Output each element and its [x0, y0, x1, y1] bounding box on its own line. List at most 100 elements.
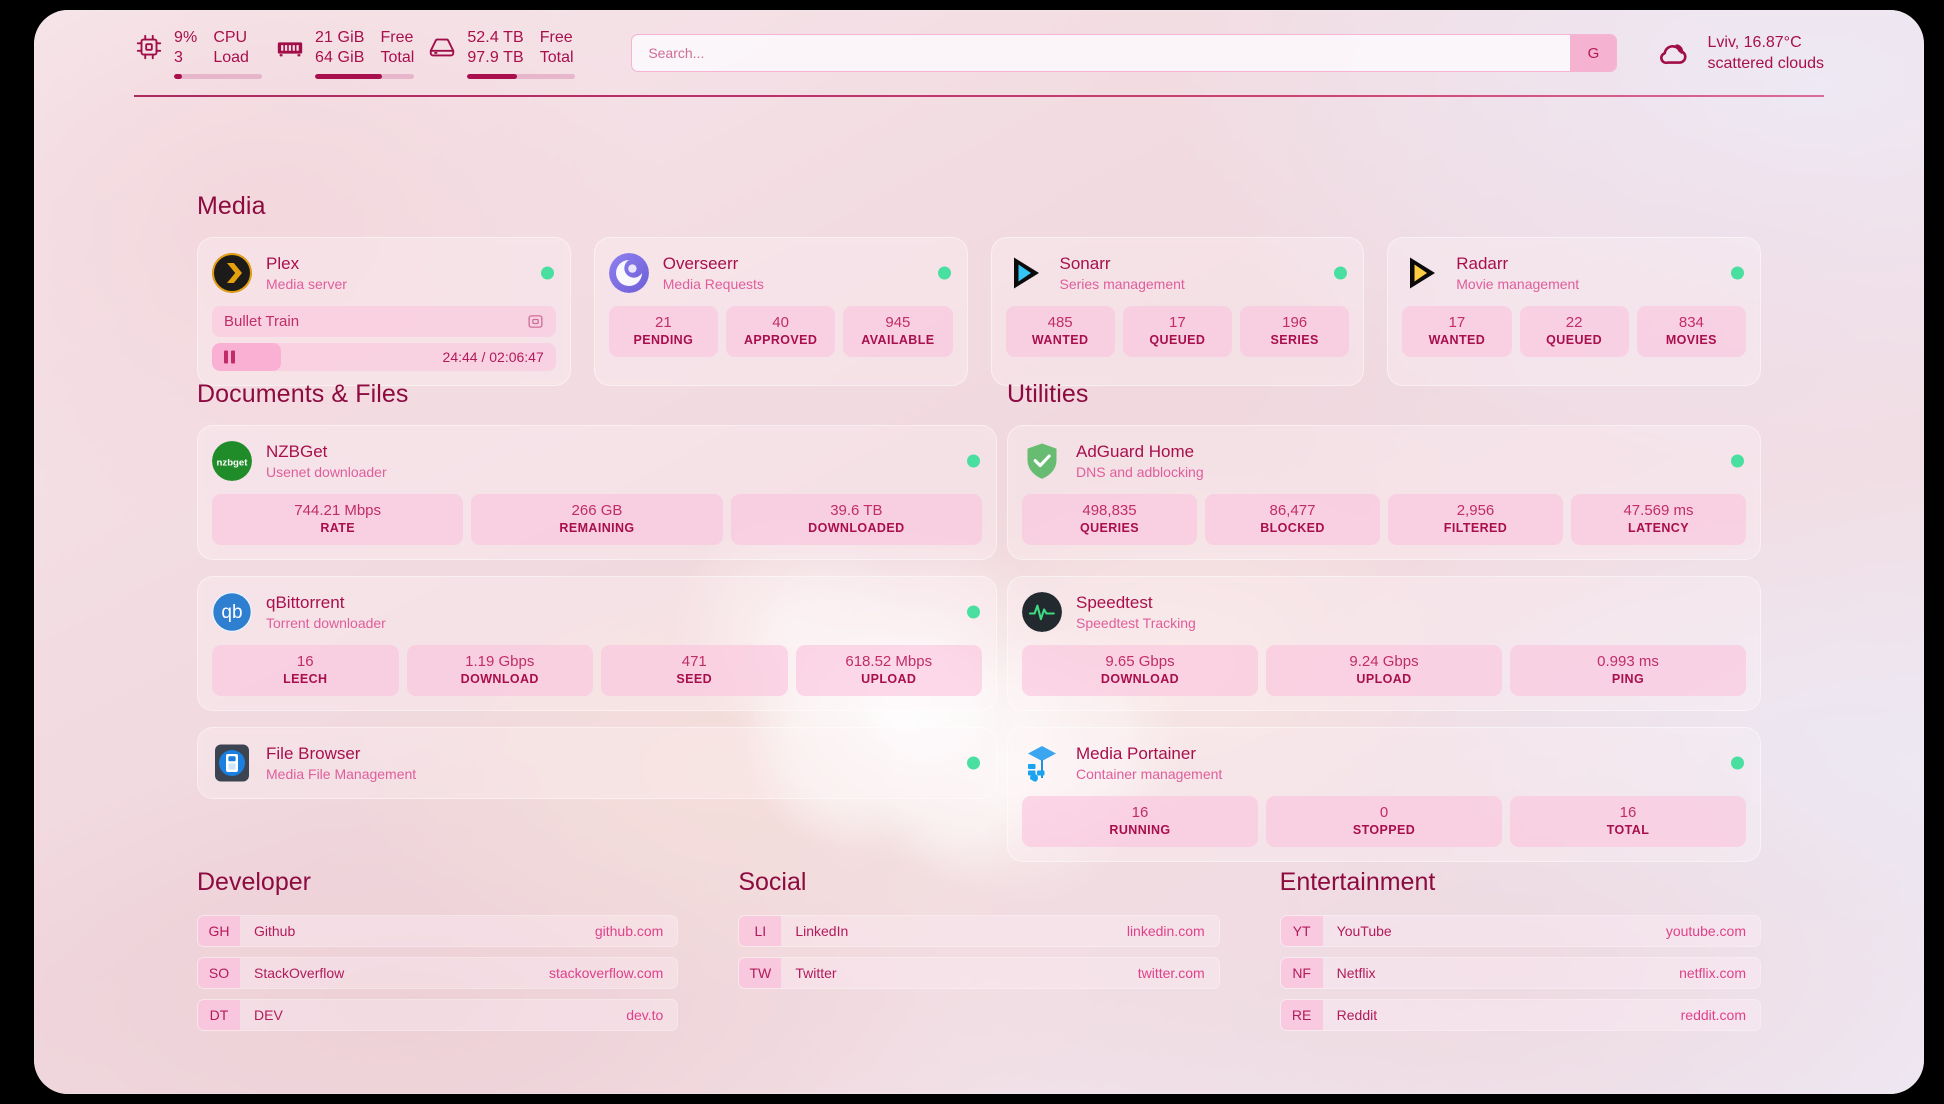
bookmark-name: DEV	[254, 1007, 283, 1023]
stat-label: WANTED	[1031, 333, 1089, 347]
service-card-speedtest[interactable]: Speedtest Speedtest Tracking 9.65 Gbps DOWN…	[1007, 576, 1761, 711]
portainer-icon	[1022, 743, 1062, 783]
qbittorrent-icon: qb	[212, 592, 252, 632]
bookmark-link-github[interactable]: GH Github github.com	[197, 915, 679, 947]
bookmark-name: Netflix	[1336, 965, 1376, 981]
stat-running: 16 RUNNING	[1022, 796, 1258, 847]
service-name: Speedtest	[1076, 592, 1153, 612]
stat-leech: 16 LEECH	[212, 645, 399, 696]
weather-location-temp: Lviv, 16.87°C	[1707, 34, 1802, 51]
service-name: Radarr	[1456, 253, 1509, 273]
bookmark-link-reddit[interactable]: RE Reddit reddit.com	[1279, 999, 1761, 1031]
service-name: Media Portainer	[1076, 743, 1197, 763]
stat-value: 485	[1047, 314, 1073, 331]
bookmark-name: LinkedIn	[795, 923, 849, 939]
bookmark-group-title: Entertainment	[1279, 868, 1436, 896]
stat-value: 21	[655, 314, 672, 331]
utilities-section: Utilities AdGuard Home DNS and adblocking…	[1007, 380, 1761, 862]
utilities-section-title: Utilities	[1007, 380, 1089, 408]
search-submit-button[interactable]: G	[1570, 35, 1617, 71]
resource-cpu-usage-bar	[174, 73, 262, 79]
stat-label: AVAILABLE	[861, 333, 935, 347]
status-indicator-online	[1334, 266, 1348, 280]
stat-ping: 0.993 ms PING	[1510, 645, 1746, 696]
stat-label: UPLOAD	[861, 672, 917, 686]
bookmark-group-social: Social LI LinkedIn linkedin.com TW Twitter twi…	[738, 868, 1220, 1031]
stat-value: 0	[1379, 804, 1389, 821]
stat-remaining: 266 GB REMAINING	[471, 494, 723, 545]
stat-approved: 40 APPROVED	[726, 306, 836, 357]
bookmark-name: YouTube	[1336, 923, 1392, 939]
service-card-header: Radarr Movie management	[1402, 252, 1746, 294]
resource-disk-label-bottom: Total	[539, 48, 574, 66]
resource-cpu-label-top: CPU	[213, 28, 248, 46]
service-card-header: Media Portainer Container management	[1022, 742, 1746, 784]
service-subtitle: Speedtest Tracking	[1076, 614, 1196, 631]
stat-value: 86,477	[1269, 502, 1316, 519]
service-name: NZBGet	[266, 441, 328, 461]
service-stats: 16 LEECH 1.19 Gbps DOWNLOAD 471 SEED 618.52 Mb…	[212, 645, 982, 696]
service-stats: 17 WANTED 22 QUEUED 834 MOVIES	[1402, 306, 1746, 357]
weather-widget[interactable]: Lviv, 16.87°C scattered clouds	[1657, 32, 1824, 74]
resource-cpu-value-top: 9%	[174, 28, 198, 46]
pause-icon[interactable]	[224, 350, 235, 364]
stat-value: 196	[1282, 314, 1308, 331]
service-subtitle: DNS and adblocking	[1076, 463, 1204, 480]
stat-label: QUEUED	[1546, 333, 1603, 347]
status-indicator-online	[1731, 454, 1744, 468]
service-card-header: nzbget NZBGet Usenet downloader	[212, 440, 982, 482]
service-card-sonarr[interactable]: Sonarr Series management 485 WANTED 17 QUEUED…	[990, 237, 1365, 386]
bookmark-link-dev[interactable]: DT DEV dev.to	[197, 999, 679, 1031]
service-card-radarr[interactable]: Radarr Movie management 17 WANTED 22 QUEUED 83…	[1387, 237, 1761, 386]
stat-value: 16	[1131, 804, 1149, 821]
service-card-header: qb qBittorrent Torrent downloader	[212, 591, 982, 633]
bookmark-link-stackoverflow[interactable]: SO StackOverflow stackoverflow.com	[197, 957, 679, 989]
service-card-qbittorrent[interactable]: qb qBittorrent Torrent downloader 16 LEECH 1.…	[197, 576, 997, 711]
bookmark-link-netflix[interactable]: NF Netflix netflix.com	[1279, 957, 1761, 989]
media-section: Media Plex Media server Bullet Train 24:44 …	[197, 192, 1761, 386]
stat-downloaded: 39.6 TB DOWNLOADED	[730, 494, 982, 545]
service-stats: 16 RUNNING 0 STOPPED 16 TOTAL	[1022, 796, 1746, 847]
bookmarks-section: Developer GH Github github.com SO StackOverfl…	[197, 868, 1761, 1031]
status-indicator-online	[937, 266, 951, 280]
stat-label: LATENCY	[1628, 521, 1689, 535]
service-card-nzbget[interactable]: nzbget NZBGet Usenet downloader 744.21 Mbps…	[197, 425, 997, 560]
search-input[interactable]	[632, 35, 1571, 71]
stat-value: 498,835	[1082, 502, 1137, 519]
stat-label: STOPPED	[1352, 823, 1416, 837]
now-playing-progress-bar[interactable]: 24:44 / 02:06:47	[212, 343, 556, 371]
bookmark-link-twitter[interactable]: TW Twitter twitter.com	[738, 957, 1220, 989]
overseerr-icon	[608, 253, 649, 293]
bookmark-link-youtube[interactable]: YT YouTube youtube.com	[1279, 915, 1761, 947]
stat-upload: 9.24 Gbps UPLOAD	[1266, 645, 1502, 696]
stat-value: 40	[772, 314, 789, 331]
bookmark-name: Reddit	[1336, 1007, 1378, 1023]
service-card-media-portainer[interactable]: Media Portainer Container management 16 RUN…	[1007, 727, 1761, 862]
bookmark-badge: LI	[739, 916, 782, 946]
stat-movies: 834 MOVIES	[1636, 306, 1746, 357]
media-card-grid: Plex Media server Bullet Train 24:44 / 02:0…	[197, 237, 1761, 386]
service-card-header: AdGuard Home DNS and adblocking	[1022, 440, 1746, 482]
stat-label: SEED	[676, 672, 713, 686]
bookmark-name: Twitter	[795, 965, 837, 981]
service-card-header: Overseerr Media Requests	[608, 252, 953, 294]
service-card-file-browser[interactable]: File Browser Media File Management	[197, 727, 997, 799]
service-stats: 485 WANTED 17 QUEUED 196 SERIES	[1005, 306, 1350, 357]
media-section-title: Media	[197, 192, 266, 220]
service-card-plex[interactable]: Plex Media server Bullet Train 24:44 / 02:0…	[197, 237, 571, 386]
service-card-adguard-home[interactable]: AdGuard Home DNS and adblocking 498,835 QUE…	[1007, 425, 1761, 560]
service-card-overseerr[interactable]: Overseerr Media Requests 21 PENDING 40 APPROV…	[593, 237, 968, 386]
bookmark-link-linkedin[interactable]: LI LinkedIn linkedin.com	[738, 915, 1220, 947]
stat-value: 47.569 ms	[1623, 502, 1694, 519]
stat-pending: 21 PENDING	[608, 306, 718, 357]
stat-value: 17	[1169, 314, 1186, 331]
resource-disk-value-top: 52.4 TB	[467, 28, 524, 46]
stat-value: 17	[1448, 314, 1466, 331]
cast-icon	[527, 313, 544, 330]
bookmark-badge: NF	[1280, 958, 1323, 988]
service-name: Overseerr	[662, 253, 739, 273]
service-name: qBittorrent	[266, 592, 345, 612]
service-stats: 21 PENDING 40 APPROVED 945 AVAILABLE	[608, 306, 953, 357]
stat-download: 9.65 Gbps DOWNLOAD	[1022, 645, 1258, 696]
nzbget-icon: nzbget	[212, 441, 252, 481]
